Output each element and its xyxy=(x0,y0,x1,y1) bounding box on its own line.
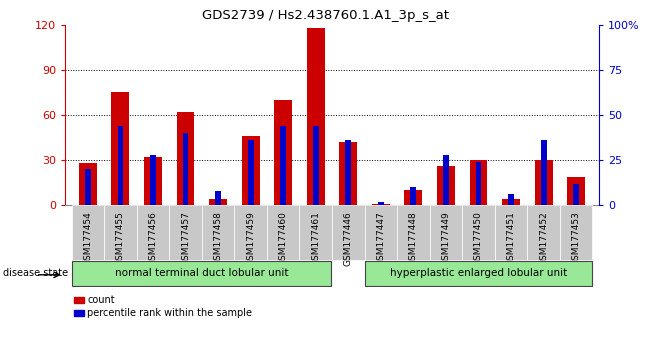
FancyBboxPatch shape xyxy=(397,205,430,260)
Text: normal terminal duct lobular unit: normal terminal duct lobular unit xyxy=(115,268,288,279)
Bar xyxy=(411,187,417,205)
Bar xyxy=(118,126,124,205)
Bar xyxy=(85,169,91,205)
Bar xyxy=(372,204,390,205)
Bar xyxy=(281,126,286,205)
Text: GSM177456: GSM177456 xyxy=(148,211,158,266)
Text: GSM177455: GSM177455 xyxy=(116,211,125,266)
FancyBboxPatch shape xyxy=(234,205,267,260)
FancyBboxPatch shape xyxy=(72,205,104,260)
FancyBboxPatch shape xyxy=(365,261,592,286)
Bar xyxy=(437,166,455,205)
FancyBboxPatch shape xyxy=(332,205,365,260)
Text: GDS2739 / Hs2.438760.1.A1_3p_s_at: GDS2739 / Hs2.438760.1.A1_3p_s_at xyxy=(202,9,449,22)
Bar xyxy=(248,140,254,205)
FancyBboxPatch shape xyxy=(104,205,137,260)
Text: GSM177460: GSM177460 xyxy=(279,211,288,266)
Text: GSM177459: GSM177459 xyxy=(246,211,255,266)
FancyBboxPatch shape xyxy=(137,205,169,260)
Text: GSM177449: GSM177449 xyxy=(441,211,450,266)
Bar xyxy=(475,162,482,205)
Bar xyxy=(144,157,162,205)
Text: GSM177451: GSM177451 xyxy=(506,211,516,266)
FancyBboxPatch shape xyxy=(560,205,592,260)
Bar xyxy=(274,100,292,205)
Text: GSM177447: GSM177447 xyxy=(376,211,385,266)
Bar xyxy=(209,199,227,205)
Bar xyxy=(345,140,352,205)
Bar xyxy=(182,133,189,205)
Bar xyxy=(242,136,260,205)
Bar xyxy=(313,126,319,205)
FancyBboxPatch shape xyxy=(267,205,299,260)
Bar xyxy=(378,202,384,205)
Text: disease state: disease state xyxy=(3,268,68,279)
Bar xyxy=(567,177,585,205)
Text: GSM177457: GSM177457 xyxy=(181,211,190,266)
FancyBboxPatch shape xyxy=(365,205,397,260)
Bar xyxy=(541,140,547,205)
Text: GSM177454: GSM177454 xyxy=(83,211,92,266)
Bar xyxy=(508,194,514,205)
Text: GSM177458: GSM177458 xyxy=(214,211,223,266)
Bar xyxy=(404,190,422,205)
Legend: count, percentile rank within the sample: count, percentile rank within the sample xyxy=(70,292,256,322)
Bar xyxy=(111,92,130,205)
Bar xyxy=(534,160,553,205)
FancyBboxPatch shape xyxy=(462,205,495,260)
Bar xyxy=(574,184,579,205)
Bar xyxy=(307,28,325,205)
FancyBboxPatch shape xyxy=(169,205,202,260)
FancyBboxPatch shape xyxy=(495,205,527,260)
FancyBboxPatch shape xyxy=(72,261,331,286)
FancyBboxPatch shape xyxy=(202,205,234,260)
Bar xyxy=(502,199,520,205)
Bar xyxy=(79,163,97,205)
Bar xyxy=(176,112,195,205)
Text: GSM177446: GSM177446 xyxy=(344,211,353,266)
Text: GSM177453: GSM177453 xyxy=(572,211,581,266)
Bar xyxy=(215,191,221,205)
FancyBboxPatch shape xyxy=(527,205,560,260)
FancyBboxPatch shape xyxy=(430,205,462,260)
FancyBboxPatch shape xyxy=(299,205,332,260)
Bar xyxy=(443,155,449,205)
Text: GSM177448: GSM177448 xyxy=(409,211,418,266)
Text: hyperplastic enlarged lobular unit: hyperplastic enlarged lobular unit xyxy=(390,268,567,279)
Text: GSM177450: GSM177450 xyxy=(474,211,483,266)
Text: GSM177461: GSM177461 xyxy=(311,211,320,266)
Text: GSM177452: GSM177452 xyxy=(539,211,548,266)
Bar xyxy=(339,142,357,205)
Bar xyxy=(469,160,488,205)
Bar xyxy=(150,155,156,205)
